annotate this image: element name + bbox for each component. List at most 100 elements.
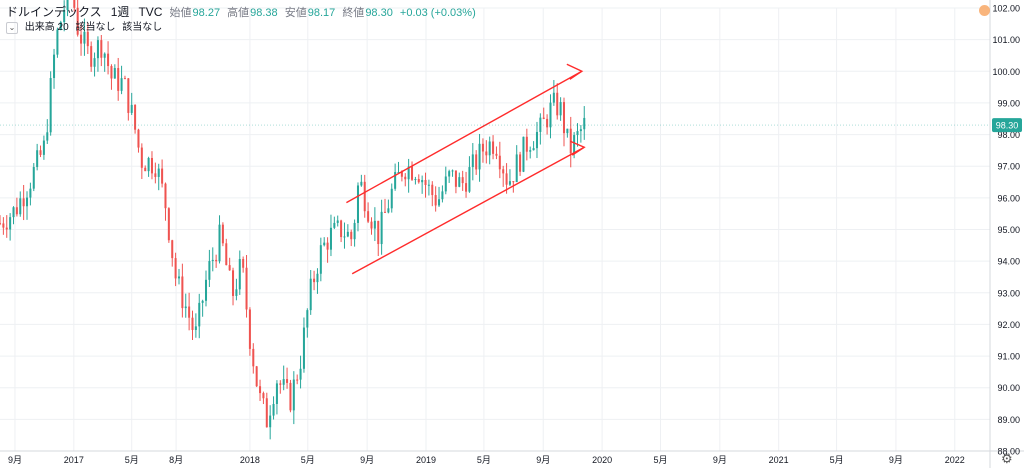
y-tick-label: 99.00 <box>997 98 1020 108</box>
change-value: +0.03 (+0.03%) <box>399 7 476 19</box>
candle-body <box>12 207 15 218</box>
candle-body <box>22 198 25 207</box>
candle-body <box>404 176 407 180</box>
x-tick-label: 5月 <box>653 455 667 465</box>
candle-body <box>481 143 484 152</box>
candle-body <box>306 310 309 328</box>
candle-body <box>83 31 86 44</box>
interval-label[interactable]: 1週 <box>110 5 130 19</box>
candle-body <box>177 276 181 279</box>
channel-upper-line <box>346 70 583 204</box>
y-tick-label: 88.00 <box>997 447 1020 457</box>
candle-body <box>542 117 545 119</box>
candle-body <box>134 104 137 130</box>
y-tick-label: 98.00 <box>997 130 1020 140</box>
candle-body <box>204 279 208 301</box>
candle-body <box>461 177 464 184</box>
x-tick-label: 2019 <box>416 455 436 465</box>
candle-body <box>475 154 478 170</box>
x-tick-label: 5月 <box>125 455 139 465</box>
candle-body <box>157 168 160 177</box>
candle-body <box>86 31 89 47</box>
candle-body <box>478 143 481 170</box>
last-price-badge <box>992 118 1022 133</box>
chevron-down-icon[interactable]: ⌄ <box>6 22 18 34</box>
volume-indicator-row[interactable]: ⌄ 出来高 20 該当なし 該当なし <box>6 18 162 34</box>
high-value: 98.38 <box>250 7 278 19</box>
candle-body <box>370 221 373 229</box>
x-tick-label: 9月 <box>536 455 550 465</box>
candle-body <box>252 348 255 367</box>
volume-indicator-label[interactable]: 出来高 20 <box>24 22 69 33</box>
candle-body <box>309 278 312 311</box>
candle-body <box>329 227 332 250</box>
candle-body <box>248 309 251 349</box>
candle-body <box>559 102 562 116</box>
candle-body <box>532 148 535 151</box>
candle-body <box>471 154 474 168</box>
candle-body <box>46 132 49 141</box>
candle-body <box>485 151 488 156</box>
trend-channel[interactable] <box>346 63 586 275</box>
candle-body <box>107 53 110 67</box>
arrow-head-upper <box>566 63 584 80</box>
candle-body <box>93 58 96 67</box>
x-tick-label: 2022 <box>945 455 965 465</box>
y-tick-label: 92.00 <box>997 320 1020 330</box>
close-label: 終値 <box>342 7 365 19</box>
candle-body <box>552 92 555 103</box>
candle-body <box>100 40 103 58</box>
last-price-label: 98.30 <box>996 121 1019 131</box>
candle-body <box>0 223 2 225</box>
x-tick-label: 8月 <box>169 455 183 465</box>
candle-body <box>123 78 126 80</box>
symbol-name[interactable]: ドルインデックス <box>6 5 102 19</box>
volume-na-1: 該当なし <box>75 22 116 33</box>
candle-body <box>245 267 248 310</box>
candle-body <box>225 243 228 266</box>
candle-body <box>431 184 434 196</box>
candle-body <box>390 188 393 209</box>
candle-body <box>411 166 414 180</box>
candle-body <box>215 259 218 262</box>
candle-body <box>39 150 42 155</box>
y-tick-label: 101.00 <box>992 35 1020 45</box>
candle-body <box>546 118 549 128</box>
candle-body <box>137 129 140 148</box>
candle-body <box>387 208 390 213</box>
candle-body <box>465 183 468 192</box>
candle-body <box>113 68 116 79</box>
candle-body <box>56 29 59 55</box>
gear-icon[interactable]: ⚙ <box>1001 451 1013 466</box>
candle-body <box>363 181 366 212</box>
candle-body <box>96 40 99 59</box>
candle-body <box>323 242 326 246</box>
y-tick-label: 95.00 <box>997 225 1020 235</box>
channel-lower-line <box>351 146 585 275</box>
candle-body <box>286 379 289 383</box>
candle-body <box>259 386 262 394</box>
candle-body <box>417 178 420 183</box>
candle-body <box>302 327 305 369</box>
candle-body <box>174 258 177 279</box>
candle-body <box>427 184 430 186</box>
x-axis[interactable]: 9月 2017 5月 8月 2018 5月 9月 2019 5月 9月 2020 5月 9月 2021 5月… <box>0 450 1024 465</box>
candle-body <box>167 208 170 241</box>
candle-body <box>218 224 221 262</box>
candle-body <box>414 178 417 180</box>
arrow-head-lower <box>569 140 586 156</box>
candle-body <box>444 176 447 192</box>
candle-body <box>448 171 451 177</box>
alert-icon[interactable] <box>979 5 990 16</box>
candle-body <box>29 188 32 198</box>
candle-body <box>343 236 346 238</box>
candle-body <box>383 211 387 213</box>
y-tick-label: 89.00 <box>997 415 1020 425</box>
low-value: 98.17 <box>307 7 336 19</box>
candle-body <box>144 167 147 172</box>
candle-body <box>53 54 56 79</box>
candle-body <box>265 398 268 428</box>
